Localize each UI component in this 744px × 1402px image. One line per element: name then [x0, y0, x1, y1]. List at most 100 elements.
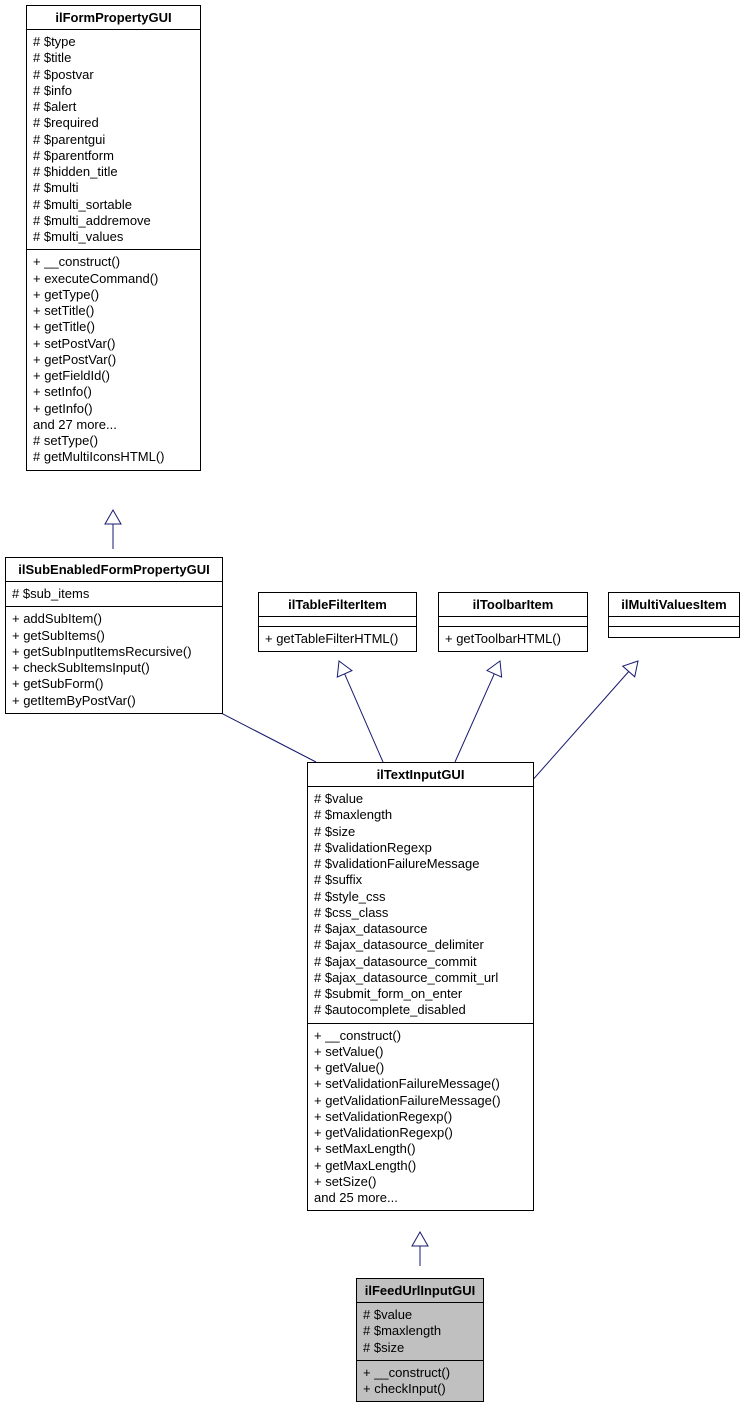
attribute-line: # $required: [33, 115, 194, 131]
method-line: + getSubItems(): [12, 628, 216, 644]
method-line: + getTitle(): [33, 319, 194, 335]
method-line: + checkInput(): [363, 1381, 477, 1397]
method-line: + getTableFilterHTML(): [265, 631, 410, 647]
attribute-line: # $size: [314, 824, 527, 840]
method-line: + getMaxLength(): [314, 1158, 527, 1174]
attribute-line: # $ajax_datasource_commit: [314, 954, 527, 970]
attribute-line: # $multi_sortable: [33, 197, 194, 213]
inheritance-arrowhead: [623, 661, 638, 677]
method-line: and 27 more...: [33, 417, 194, 433]
uml-canvas: ilFormPropertyGUI# $type# $title# $postv…: [0, 0, 744, 1365]
method-line: + getType(): [33, 287, 194, 303]
uml-class-ilToolbarItem[interactable]: ilToolbarItem + getToolbarHTML(): [438, 592, 588, 652]
inheritance-arrowhead: [105, 510, 121, 524]
attribute-line: # $validationRegexp: [314, 840, 527, 856]
method-line: + setMaxLength(): [314, 1141, 527, 1157]
method-line: + setInfo(): [33, 384, 194, 400]
class-methods: + addSubItem()+ getSubItems()+ getSubInp…: [6, 607, 222, 713]
method-line: + getPostVar(): [33, 352, 194, 368]
class-title: ilMultiValuesItem: [609, 593, 739, 617]
attribute-line: # $sub_items: [12, 586, 216, 602]
attribute-line: # $ajax_datasource_delimiter: [314, 937, 527, 953]
method-line: + setValue(): [314, 1044, 527, 1060]
class-methods: + __construct()+ checkInput(): [357, 1361, 483, 1402]
attribute-line: # $maxlength: [314, 807, 527, 823]
method-line: + getSubForm(): [12, 676, 216, 692]
method-line: + __construct(): [363, 1365, 477, 1381]
attribute-line: # $submit_form_on_enter: [314, 986, 527, 1002]
class-attributes: # $type# $title# $postvar# $info# $alert…: [27, 30, 200, 250]
attribute-line: # $parentform: [33, 148, 194, 164]
attribute-line: # $validationFailureMessage: [314, 856, 527, 872]
attribute-line: # $ajax_datasource: [314, 921, 527, 937]
method-line: + executeCommand(): [33, 271, 194, 287]
class-methods: [609, 627, 739, 637]
method-line: + getItemByPostVar(): [12, 693, 216, 709]
class-title: ilTableFilterItem: [259, 593, 416, 617]
method-line: + setPostVar(): [33, 336, 194, 352]
method-line: + setValidationRegexp(): [314, 1109, 527, 1125]
method-line: + getValidationRegexp(): [314, 1125, 527, 1141]
class-attributes: # $sub_items: [6, 582, 222, 607]
class-title: ilFeedUrlInputGUI: [357, 1279, 483, 1303]
method-line: # setType(): [33, 433, 194, 449]
attribute-line: # $autocomplete_disabled: [314, 1002, 527, 1018]
attribute-line: # $type: [33, 34, 194, 50]
inheritance-edge: [455, 674, 494, 762]
attribute-line: # $postvar: [33, 67, 194, 83]
attribute-line: # $maxlength: [363, 1323, 477, 1339]
class-methods: + __construct()+ setValue()+ getValue()+…: [308, 1024, 533, 1211]
method-line: + __construct(): [314, 1028, 527, 1044]
class-attributes: [609, 617, 739, 627]
inheritance-edge: [345, 674, 383, 762]
attribute-line: # $style_css: [314, 889, 527, 905]
class-attributes: [439, 617, 587, 627]
attribute-line: # $suffix: [314, 872, 527, 888]
class-methods: + __construct()+ executeCommand()+ getTy…: [27, 250, 200, 469]
attribute-line: # $css_class: [314, 905, 527, 921]
method-line: + getValue(): [314, 1060, 527, 1076]
attribute-line: # $multi_addremove: [33, 213, 194, 229]
class-attributes: # $value# $maxlength# $size# $validation…: [308, 787, 533, 1024]
class-attributes: [259, 617, 416, 627]
class-methods: + getTableFilterHTML(): [259, 627, 416, 651]
method-line: + getFieldId(): [33, 368, 194, 384]
attribute-line: # $parentgui: [33, 132, 194, 148]
uml-class-ilFormPropertyGUI[interactable]: ilFormPropertyGUI# $type# $title# $postv…: [26, 5, 201, 471]
class-title: ilSubEnabledFormPropertyGUI: [6, 558, 222, 582]
attribute-line: # $value: [314, 791, 527, 807]
method-line: + getInfo(): [33, 401, 194, 417]
inheritance-arrowhead: [487, 661, 502, 677]
method-line: and 25 more...: [314, 1190, 527, 1206]
attribute-line: # $value: [363, 1307, 477, 1323]
attribute-line: # $title: [33, 50, 194, 66]
attribute-line: # $size: [363, 1340, 477, 1356]
uml-class-ilTableFilterItem[interactable]: ilTableFilterItem + getTableFilterHTML(): [258, 592, 417, 652]
attribute-line: # $ajax_datasource_commit_url: [314, 970, 527, 986]
inheritance-edge: [530, 671, 629, 783]
attribute-line: # $info: [33, 83, 194, 99]
attribute-line: # $hidden_title: [33, 164, 194, 180]
method-line: + addSubItem(): [12, 611, 216, 627]
uml-class-ilSubEnabledFormPropertyGUI[interactable]: ilSubEnabledFormPropertyGUI # $sub_items +…: [5, 557, 223, 714]
method-line: # getMultiIconsHTML(): [33, 449, 194, 465]
method-line: + setTitle(): [33, 303, 194, 319]
inheritance-arrowhead: [337, 661, 352, 677]
method-line: + getSubInputItemsRecursive(): [12, 644, 216, 660]
uml-class-ilFeedUrlInputGUI[interactable]: ilFeedUrlInputGUI# $value# $maxlength# $…: [356, 1278, 484, 1402]
attribute-line: # $multi: [33, 180, 194, 196]
method-line: + setSize(): [314, 1174, 527, 1190]
method-line: + getToolbarHTML(): [445, 631, 581, 647]
method-line: + checkSubItemsInput(): [12, 660, 216, 676]
class-title: ilFormPropertyGUI: [27, 6, 200, 30]
attribute-line: # $alert: [33, 99, 194, 115]
method-line: + setValidationFailureMessage(): [314, 1076, 527, 1092]
class-methods: + getToolbarHTML(): [439, 627, 587, 651]
class-attributes: # $value# $maxlength# $size: [357, 1303, 483, 1361]
class-title: ilToolbarItem: [439, 593, 587, 617]
class-title: ilTextInputGUI: [308, 763, 533, 787]
uml-class-ilTextInputGUI[interactable]: ilTextInputGUI# $value# $maxlength# $siz…: [307, 762, 534, 1211]
method-line: + getValidationFailureMessage(): [314, 1093, 527, 1109]
uml-class-ilMultiValuesItem[interactable]: ilMultiValuesItem: [608, 592, 740, 638]
method-line: + __construct(): [33, 254, 194, 270]
